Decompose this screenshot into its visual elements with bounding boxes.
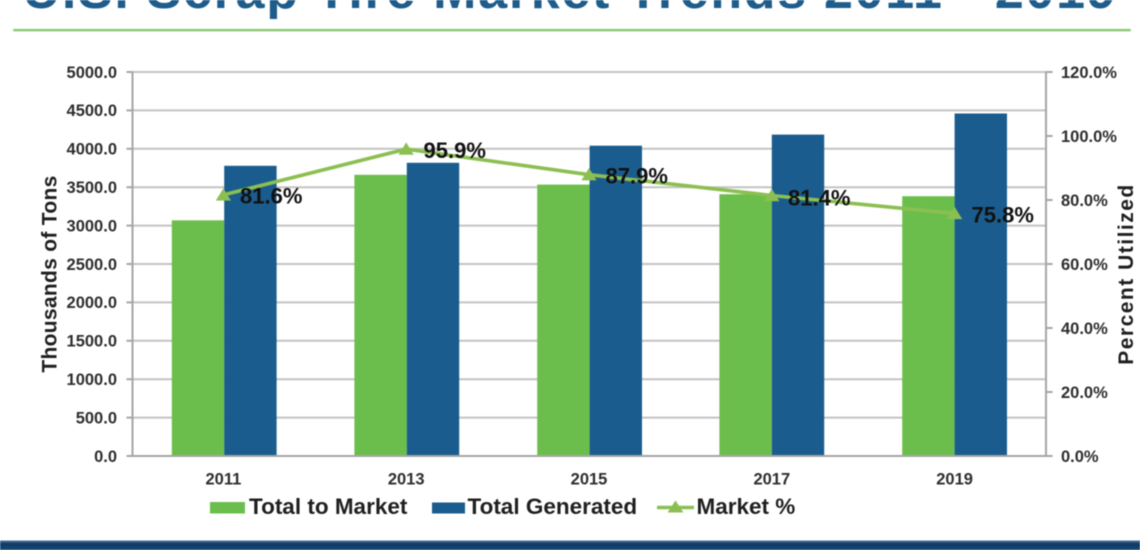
svg-text:81.6%: 81.6%	[240, 184, 302, 209]
svg-text:Market %: Market %	[697, 494, 796, 519]
svg-text:4500.0: 4500.0	[67, 102, 117, 120]
svg-text:1000.0: 1000.0	[67, 371, 117, 389]
svg-text:2017: 2017	[753, 471, 790, 489]
svg-text:U.S. Scrap Tire Market Trends: U.S. Scrap Tire Market Trends 2011 - 201…	[23, 0, 1118, 20]
svg-text:3500.0: 3500.0	[67, 179, 117, 197]
svg-text:4000.0: 4000.0	[67, 141, 117, 159]
svg-text:100.0%: 100.0%	[1061, 128, 1117, 146]
svg-text:3000.0: 3000.0	[67, 217, 117, 235]
svg-text:2011: 2011	[206, 471, 242, 489]
svg-text:5000.0: 5000.0	[67, 64, 117, 82]
svg-text:Percent Utilized: Percent Utilized	[1115, 183, 1138, 365]
svg-text:80.0%: 80.0%	[1061, 192, 1108, 210]
svg-text:81.4%: 81.4%	[788, 185, 850, 210]
svg-text:95.9%: 95.9%	[424, 138, 486, 163]
svg-text:1500.0: 1500.0	[67, 333, 117, 351]
svg-text:40.0%: 40.0%	[1061, 320, 1108, 338]
svg-text:20.0%: 20.0%	[1061, 384, 1108, 402]
svg-text:0.0: 0.0	[94, 448, 117, 466]
svg-text:2013: 2013	[388, 471, 425, 489]
svg-text:2000.0: 2000.0	[67, 294, 117, 312]
svg-text:2015: 2015	[571, 471, 608, 489]
svg-text:2500.0: 2500.0	[67, 256, 117, 274]
svg-text:Thousands of Tons: Thousands of Tons	[39, 175, 62, 372]
svg-text:500.0: 500.0	[76, 409, 117, 427]
svg-text:120.0%: 120.0%	[1061, 64, 1117, 82]
svg-text:60.0%: 60.0%	[1061, 256, 1108, 274]
svg-text:87.9%: 87.9%	[606, 164, 668, 189]
svg-text:75.8%: 75.8%	[972, 202, 1034, 227]
svg-text:Total to Market: Total to Market	[249, 494, 408, 519]
svg-text:0.0%: 0.0%	[1061, 448, 1099, 466]
svg-text:2019: 2019	[936, 471, 973, 489]
svg-text:Total Generated: Total Generated	[468, 494, 638, 519]
